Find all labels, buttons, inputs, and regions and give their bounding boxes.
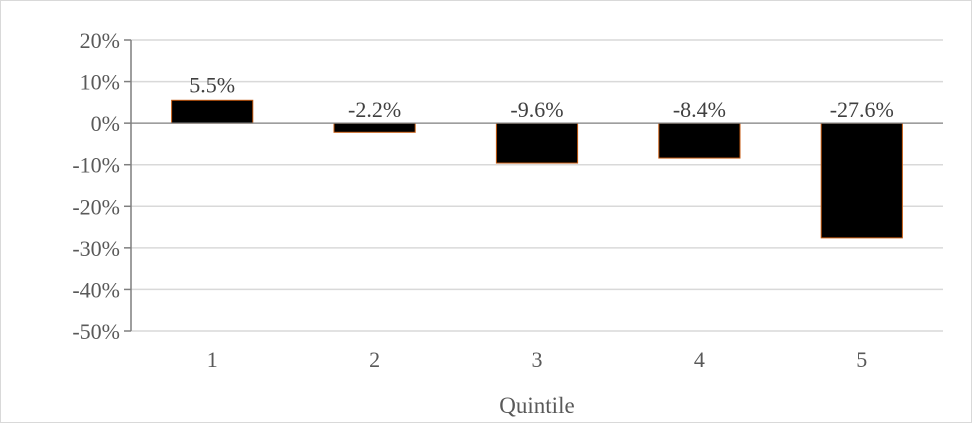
x-axis: 1 2 3 4 5	[131, 122, 943, 372]
bar-5	[820, 122, 903, 239]
data-labels: 5.5% -2.2% -9.6% -8.4% -27.6%	[189, 72, 894, 122]
data-label-3: -9.6%	[510, 97, 563, 122]
bars	[171, 99, 903, 239]
x-axis-title: Quintile	[499, 393, 574, 418]
gridlines	[131, 39, 943, 332]
y-tick-label: -10%	[72, 153, 120, 178]
y-tick-label: -20%	[72, 194, 120, 219]
x-tick-label: 1	[207, 347, 218, 372]
x-tick-label: 3	[532, 347, 543, 372]
x-tick-label: 2	[369, 347, 380, 372]
bar-3	[495, 122, 579, 164]
y-tick-label: 0%	[91, 111, 120, 136]
y-tick-label: -40%	[72, 277, 120, 302]
x-tick-label: 5	[856, 347, 867, 372]
bar-1	[171, 99, 254, 124]
x-tick-label: 4	[694, 347, 705, 372]
y-tick-label: -50%	[72, 319, 120, 344]
bar-2	[333, 122, 416, 133]
y-tick-label: 20%	[80, 28, 120, 53]
data-label-5: -27.6%	[830, 97, 894, 122]
y-tick-label: -30%	[72, 236, 120, 261]
data-label-1: 5.5%	[189, 72, 235, 97]
data-label-2: -2.2%	[348, 97, 401, 122]
bar-4	[658, 122, 741, 159]
y-tick-label: 10%	[80, 70, 120, 95]
data-label-4: -8.4%	[673, 97, 726, 122]
y-axis: 20% 10% 0% -10% -20% -30% -40% -50%	[72, 28, 132, 344]
